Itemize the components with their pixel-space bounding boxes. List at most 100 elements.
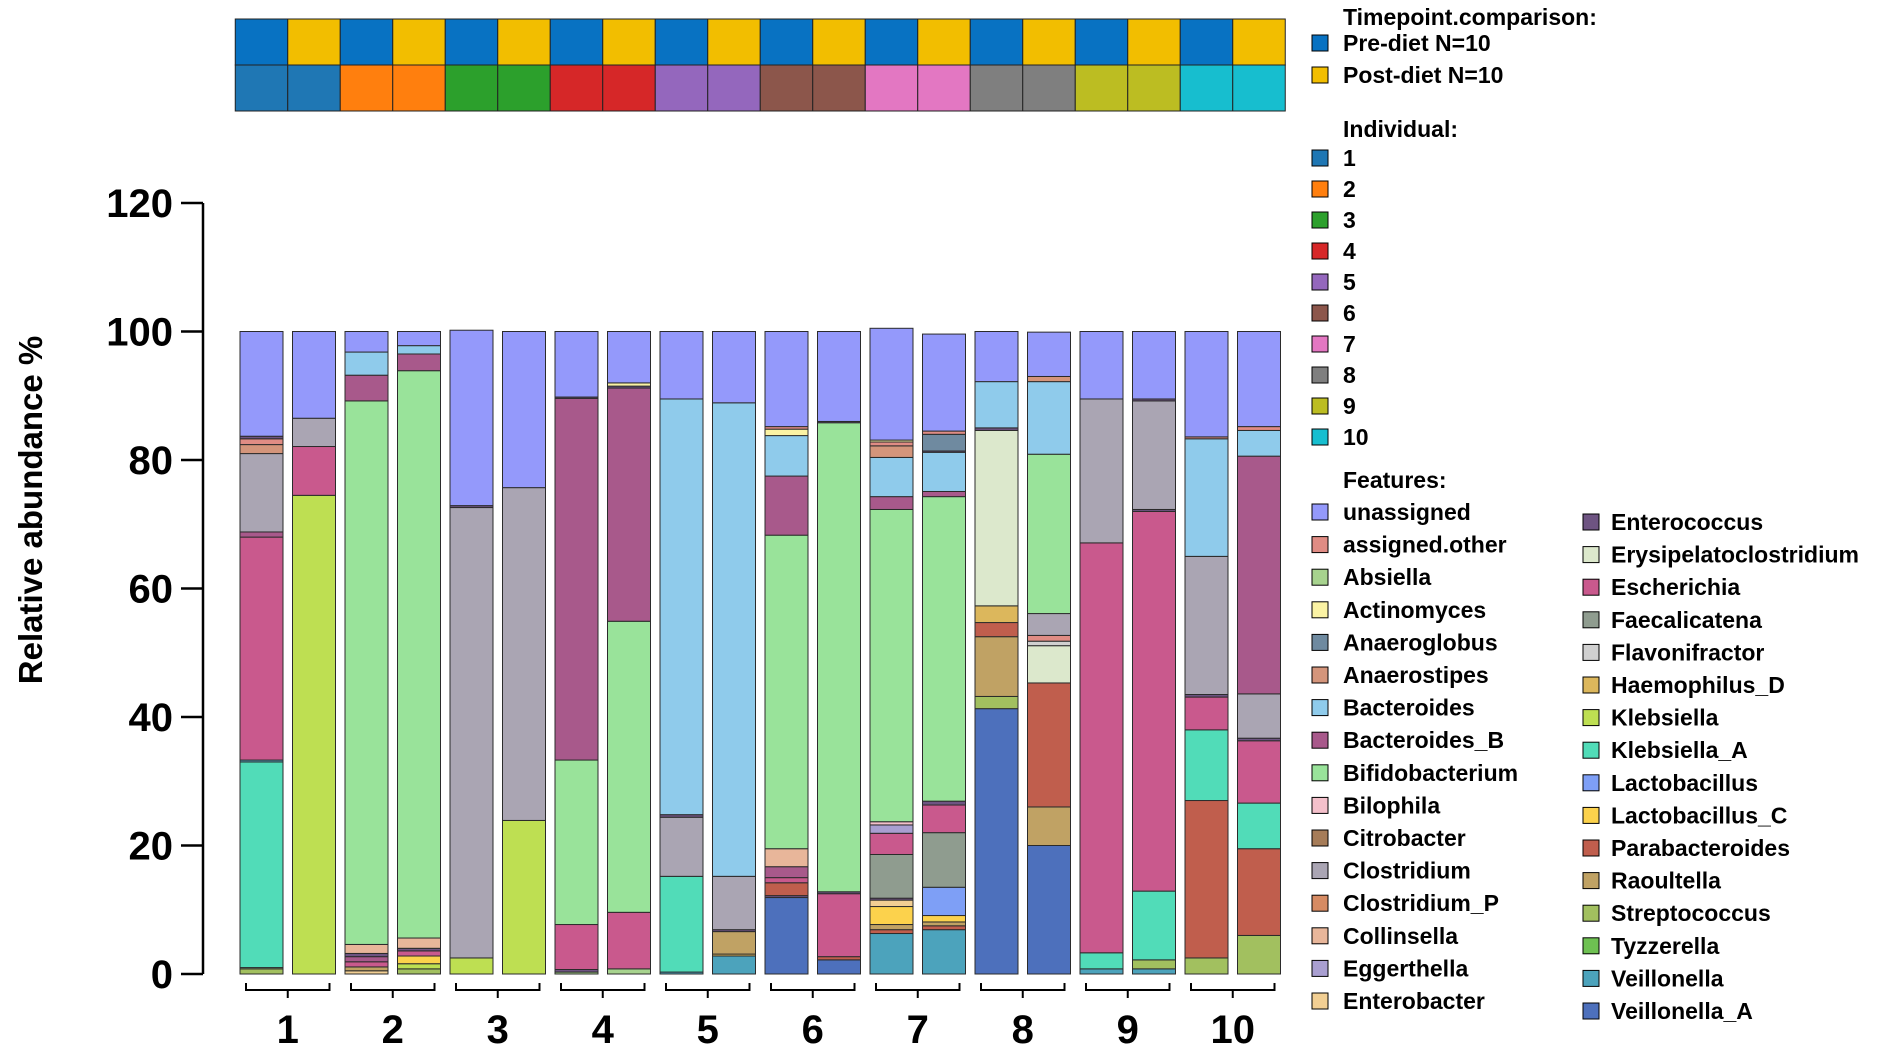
- legend-swatch: [1582, 839, 1600, 857]
- x-tick-label: 10: [1211, 1008, 1256, 1049]
- bar-segment-assigned-other: [1237, 426, 1281, 431]
- bar-8-post-diet: [1027, 331, 1071, 975]
- bar-10-pre-diet: [1184, 331, 1229, 975]
- bar-segment-escherichia: [344, 961, 389, 968]
- bar-segment-bifidobacterium: [554, 759, 599, 926]
- bar-9-post-diet: [1132, 331, 1176, 975]
- legend-label: Pre-diet N=10: [1343, 30, 1491, 56]
- bar-7-post-diet: [922, 333, 966, 975]
- y-tick-label: 80: [129, 439, 174, 483]
- bar-segment-faecalicatena: [922, 832, 966, 888]
- annotation-cell-individual: [1179, 64, 1234, 112]
- bar-10-post-diet: [1237, 331, 1281, 975]
- bar-segment-unassigned: [817, 331, 861, 422]
- y-tick-label: 0: [151, 953, 173, 997]
- bar-segment-bacteroides-b: [344, 374, 389, 402]
- bar-5-pre-diet: [659, 331, 704, 975]
- bar-segment-streptococcus: [1237, 934, 1281, 975]
- bar-segment-escherichia: [292, 446, 336, 496]
- bar-segment-streptococcus: [1184, 957, 1229, 975]
- legend-swatch: [1582, 904, 1600, 922]
- bar-segment-bacteroides: [1027, 381, 1071, 455]
- bar-segment-lactobacillus: [922, 886, 966, 917]
- legend-label: Enterobacter: [1343, 988, 1485, 1014]
- legend-label: Post-diet N=10: [1343, 62, 1503, 88]
- annotation-cell-timepoint: [234, 18, 289, 66]
- bar-segment-veillonella: [1079, 968, 1124, 975]
- legend-label: Escherichia: [1611, 574, 1740, 600]
- bar-segment-bacteroides-b: [554, 397, 599, 761]
- legend-swatch: [1311, 428, 1329, 446]
- annotation-cell-individual: [707, 64, 761, 112]
- bar-segment-unassigned: [869, 327, 914, 441]
- legend-label: 7: [1343, 331, 1356, 357]
- legend-swatch: [1311, 335, 1329, 353]
- y-tick-label: 120: [106, 182, 173, 226]
- bar-segment-raoultella: [344, 966, 389, 972]
- bar-segment-escherichia: [764, 877, 809, 884]
- legend-label: 9: [1343, 393, 1356, 419]
- legend-swatch: [1582, 676, 1600, 694]
- bar-segment-bacteroides-b: [607, 387, 651, 622]
- legend-swatch: [1311, 992, 1329, 1010]
- legend-swatch: [1582, 643, 1600, 661]
- legend-swatch: [1311, 34, 1329, 52]
- bar-segment-bifidobacterium: [344, 400, 389, 945]
- bar-segment-clostridium: [1132, 400, 1176, 510]
- legend-label: Eggerthella: [1343, 955, 1468, 981]
- bar-8-pre-diet: [974, 331, 1019, 975]
- legend-label: Veillonella_A: [1611, 998, 1753, 1024]
- legend-label: Collinsella: [1343, 923, 1458, 949]
- annotation-cell-individual: [654, 64, 709, 112]
- bar-segment-klebsiella: [449, 957, 494, 975]
- legend-label: 8: [1343, 362, 1356, 388]
- legend-label: Streptococcus: [1611, 900, 1771, 926]
- legend-label: Lactobacillus: [1611, 770, 1758, 796]
- bar-segment-klebsiella-a: [1079, 952, 1124, 970]
- legend-swatch: [1582, 872, 1600, 890]
- bar-segment-escherichia: [239, 536, 284, 761]
- legend-individual: Individual: 1 2 3 4 5 6 7 8 9 10: [1311, 116, 1458, 450]
- y-axis-label: Relative abundance %: [12, 336, 49, 684]
- bar-segment-bifidobacterium: [1027, 453, 1071, 615]
- bar-segment-bifidobacterium: [817, 422, 861, 893]
- x-tick-label: 2: [382, 1008, 404, 1049]
- bar-2-post-diet: [397, 331, 441, 975]
- bar-segment-unassigned: [1184, 331, 1229, 438]
- bar-segment-bifidobacterium: [607, 620, 651, 913]
- bar-segment-clostridium: [1027, 613, 1071, 636]
- bar-segment-unassigned: [974, 331, 1019, 383]
- annotation-cell-individual: [864, 64, 919, 112]
- bar-segment-bacteroides-b: [397, 353, 441, 372]
- legend-label: Klebsiella: [1611, 705, 1719, 731]
- legend-swatch: [1311, 536, 1329, 554]
- x-tick-label: 4: [592, 1008, 615, 1049]
- annotation-cell-timepoint: [444, 18, 499, 66]
- annotation-cell-timepoint: [1179, 18, 1234, 66]
- bar-1-pre-diet: [239, 331, 284, 975]
- annotation-cell-timepoint: [1074, 18, 1129, 66]
- legend-label: Tyzzerella: [1611, 933, 1719, 959]
- bar-segment-anaerostipes: [1027, 375, 1071, 383]
- legend-swatch: [1582, 741, 1600, 759]
- legend-label: Flavonifractor: [1611, 639, 1764, 665]
- legend-label: Bacteroides_B: [1343, 727, 1504, 753]
- annotation-cell-individual: [1022, 64, 1076, 112]
- bar-segment-veillonella-a: [817, 959, 861, 975]
- legend-swatch: [1311, 633, 1329, 651]
- bar-segment-escherichia: [1184, 696, 1229, 731]
- annotation-cell-individual: [339, 64, 394, 112]
- group-bracket: [455, 983, 541, 998]
- bar-segment-klebsiella: [397, 963, 441, 970]
- legend-label: Faecalicatena: [1611, 607, 1762, 633]
- annotation-cell-timepoint: [1127, 18, 1181, 66]
- y-tick-label: 40: [129, 696, 174, 740]
- bar-segment-parabacteroides: [869, 929, 914, 935]
- bar-segment-unassigned: [922, 333, 966, 432]
- y-axis: 0 20 40 60 80 100 120: [106, 182, 205, 997]
- bar-segment-unassigned: [344, 331, 389, 353]
- bar-segment-clostridium: [712, 875, 756, 931]
- legend-swatch: [1311, 180, 1329, 198]
- bar-segment-bacteroides: [1237, 429, 1281, 457]
- legend-label: Bacteroides: [1343, 695, 1475, 721]
